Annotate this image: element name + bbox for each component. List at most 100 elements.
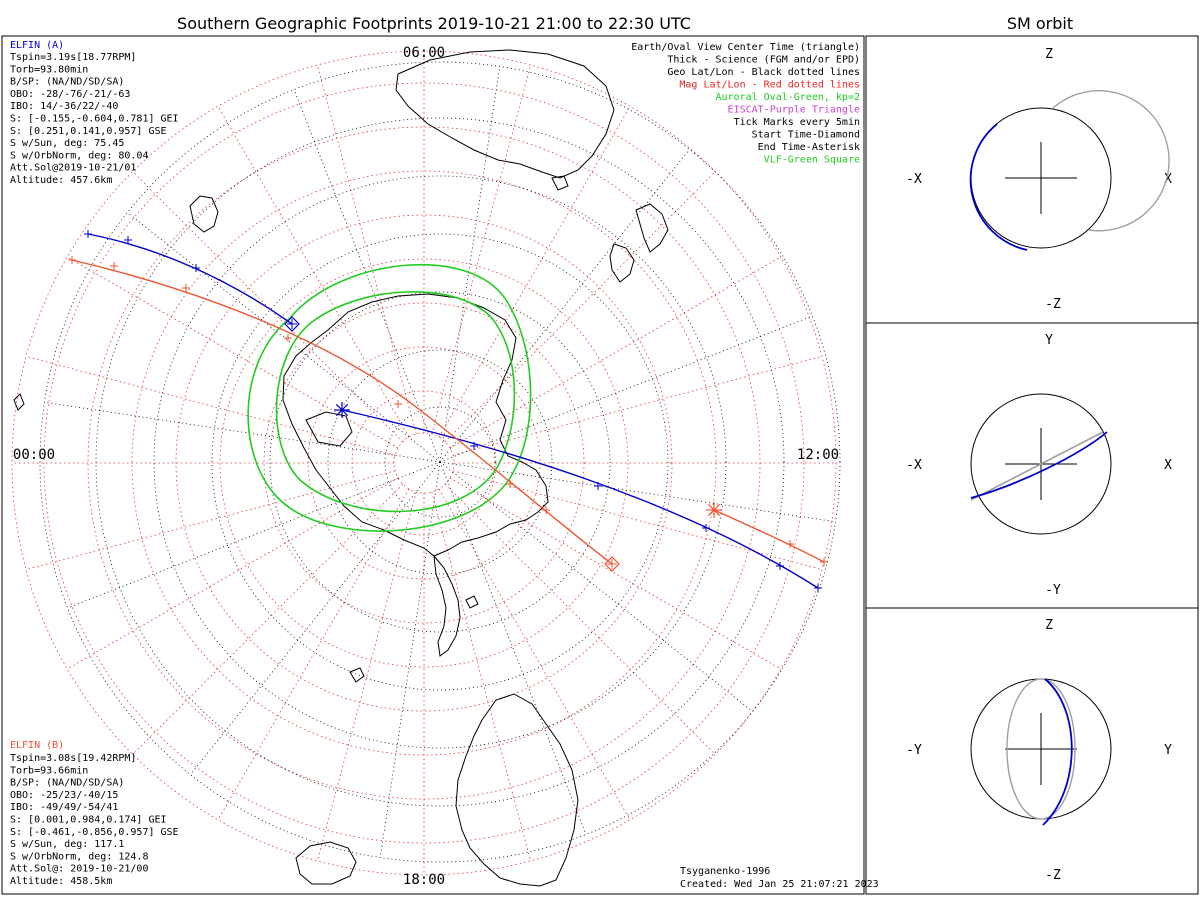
legend-entry: Tick Marks every 5min	[734, 117, 860, 128]
mag-lon-line	[66, 477, 399, 670]
legend-entry: EISCAT-Purple Triangle	[728, 105, 860, 116]
geo-lat-circle	[211, 233, 669, 691]
mag-lat-circle	[219, 258, 629, 668]
mag-lon-line	[444, 483, 716, 755]
island-3	[465, 595, 479, 609]
elfin-a-end-asterisk	[334, 402, 350, 418]
mag-lon-line	[217, 105, 410, 438]
mag-lon-line	[316, 64, 417, 435]
mag-lat-circle	[11, 50, 837, 876]
elfin-a-track-lower	[341, 409, 819, 589]
auroral-oval	[247, 263, 532, 532]
map-frame	[1, 35, 865, 895]
elfin-a-info-line: IBO: 14/-36/22/-40	[10, 101, 118, 112]
elfin-b-info-line: Att.Sol@: 2019-10-21/00	[10, 864, 148, 875]
legend-entry: End Time-Asterisk	[758, 142, 860, 153]
australia-outline	[395, 49, 615, 179]
mag-lon-line	[217, 488, 410, 821]
elfin-a-name: ELFIN (A)	[10, 40, 64, 51]
orbit-blue	[970, 431, 1108, 499]
new-zealand-north	[635, 203, 669, 253]
elfin-a-info-line: S: [-0.155,-0.604,0.781] GEI	[10, 114, 179, 125]
geo-lon-line	[439, 461, 836, 523]
geo-lon-line	[44, 401, 441, 463]
mag-lon-line	[66, 256, 399, 449]
orbit-gray	[1006, 678, 1076, 820]
legend-entry: VLF-Green Square	[764, 155, 860, 166]
axis-label-horiz-neg: -X	[906, 172, 922, 187]
elfin-a-info-line: OBO: -28/-76/-21/-63	[10, 89, 130, 100]
axis-label-horiz-neg: -Y	[906, 743, 922, 758]
elfin-a-info-line: Torb=93.80min	[10, 64, 88, 75]
legend-entry: Geo Lat/Lon - Black dotted lines	[667, 67, 860, 78]
credit-created: Created: Wed Jan 25 21:07:21 2023	[680, 879, 879, 890]
elfin-b-info-line: Torb=93.66min	[10, 765, 88, 776]
orbit-panel-2: -X X Y -Y	[906, 333, 1172, 598]
main-title: Southern Geographic Footprints 2019-10-2…	[177, 14, 691, 33]
axis-label-vert-pos: Y	[1045, 333, 1053, 348]
mag-lon-line	[449, 256, 782, 449]
orbit-blue	[1042, 678, 1073, 826]
south-america-outline	[455, 693, 579, 887]
elfin-a-track-upper	[87, 233, 293, 325]
new-zealand-south	[609, 243, 635, 283]
elfin-a-info-line: S: [0.251,0.141,0.957] GSE	[10, 126, 167, 137]
elfin-b-info-line: Tspin=3.08s[19.42RPM]	[10, 753, 136, 764]
mag-lon-line	[452, 470, 823, 571]
orbit-panels: -X X Z -Z -X X Y -Y -Y Y Z -Z	[906, 47, 1172, 883]
mag-lon-line	[25, 470, 396, 571]
axis-label-vert-pos: Z	[1045, 618, 1053, 633]
axis-label-horiz-pos: X	[1164, 458, 1172, 473]
mag-lon-line	[431, 64, 532, 435]
mag-lon-line	[132, 483, 404, 755]
mag-lat-circle	[393, 432, 455, 494]
elfin-b-end-asterisk	[706, 502, 722, 518]
axis-label-vert-pos: Z	[1045, 47, 1053, 62]
legend-entry: Earth/Oval View Center Time (triangle)	[631, 42, 860, 53]
elfin-b-track-main	[71, 259, 613, 565]
elfin-a-start-diamond	[284, 316, 300, 332]
geo-lon-line	[439, 461, 753, 712]
elfin-a-lines: Tspin=3.19s[18.77RPM]Torb=93.80min B/SP: …	[10, 52, 179, 186]
tasmania	[551, 175, 569, 191]
coastlines	[13, 49, 669, 887]
mag-lon-line	[438, 105, 631, 438]
auroral-oval-inner	[275, 291, 516, 513]
elfin-b-info-line: IBO: -49/49/-54/41	[10, 802, 118, 813]
antarctica-outline	[282, 293, 549, 557]
ross-ice-shelf	[305, 411, 353, 447]
elfin-b-start-diamond	[604, 556, 620, 572]
footprint-tracks	[68, 230, 828, 592]
elfin-b-info-line: S: [-0.461,-0.856,0.957] GSE	[10, 827, 179, 838]
earth-circle	[970, 393, 1112, 535]
orbit-frame	[865, 35, 1199, 895]
auroral-oval-outer	[247, 263, 532, 532]
elfin-b-info-line: OBO: -25/23/-40/15	[10, 790, 118, 801]
axis-label-horiz-pos: Y	[1164, 743, 1172, 758]
mag-lon-line	[431, 491, 532, 862]
side-title: SM orbit	[1007, 14, 1073, 33]
mag-lat-circle	[43, 82, 805, 844]
elfin-b-info: ELFIN (B) Tspin=3.08s[19.42RPM]Torb=93.6…	[10, 740, 179, 887]
elfin-a-info-line: Altitude: 457.6km	[10, 175, 112, 186]
elfin-a-info-line: Att.Sol@2019-10-21/01	[10, 163, 136, 174]
axis-label-vert-neg: -Z	[1045, 868, 1061, 883]
legend-entry: Mag Lat/Lon - Red dotted lines	[679, 80, 860, 91]
elfin-b-info-line: S w/OrbNorm, deg: 124.8	[10, 851, 148, 862]
geo-lat-circle	[384, 406, 496, 518]
island-1	[349, 667, 365, 683]
axis-label-horiz-neg: -X	[906, 458, 922, 473]
mlt-label-bottom: 18:00	[403, 872, 445, 888]
geo-lat-circle	[95, 117, 785, 807]
elfin-a-info-line: S w/Sun, deg: 75.45	[10, 138, 124, 149]
geo-lon-line	[190, 461, 441, 775]
elfin-a-info-line: B/SP: (NA/ND/SD/SA)	[10, 77, 124, 88]
elfin-b-lines: Tspin=3.08s[19.42RPM]Torb=93.66min B/SP: …	[10, 753, 179, 887]
elfin-a-info: ELFIN (A) Tspin=3.19s[18.77RPM]Torb=93.8…	[10, 40, 179, 186]
geo-lat-circle	[153, 175, 727, 749]
legend-entry: Start Time-Diamond	[752, 130, 860, 141]
elfin-a-info-line: Tspin=3.19s[18.77RPM]	[10, 52, 136, 63]
elfin-b-track-end	[713, 509, 825, 563]
elfin-b-info-line: Altitude: 458.5km	[10, 876, 112, 887]
